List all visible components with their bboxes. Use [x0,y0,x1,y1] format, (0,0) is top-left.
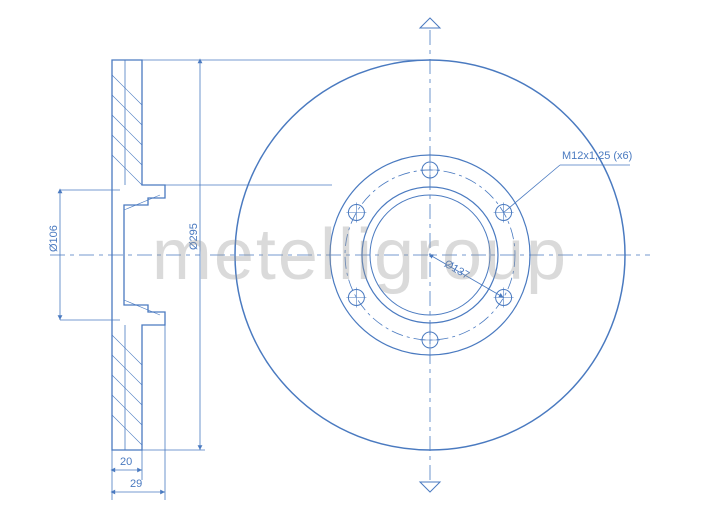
dim-hub-dia: Ø106 [48,225,60,252]
front-view [210,18,650,492]
technical-drawing [0,0,720,509]
dim-outer-dia: Ø295 [188,223,200,250]
dimensions [60,60,430,500]
dim-width-20: 20 [120,456,132,468]
dim-width-29: 29 [130,478,142,490]
side-view [50,60,200,450]
bolt-spec-label: M12x1,25 (x6) [562,150,632,162]
